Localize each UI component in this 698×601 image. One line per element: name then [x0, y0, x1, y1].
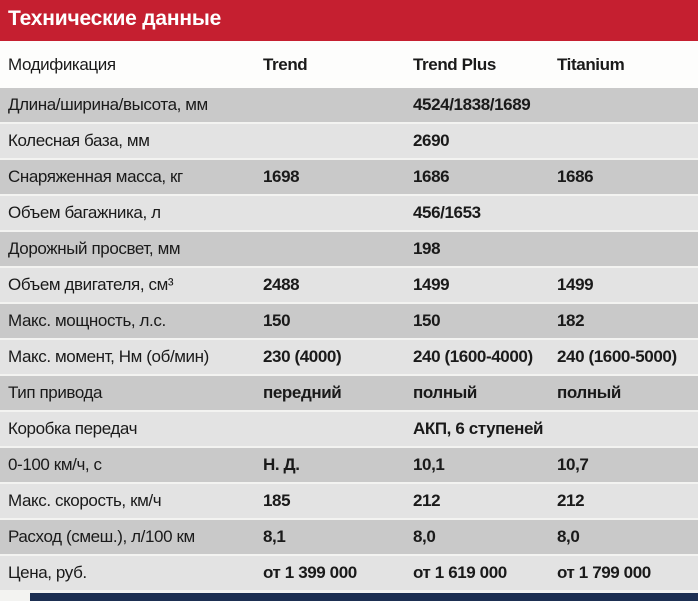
cell-titanium: 212 [557, 491, 585, 510]
table-row: Тип привода передний полный полный [0, 376, 698, 410]
cell-trend: 1698 [263, 167, 300, 186]
table-row: Макс. скорость, км/ч 185 212 212 [0, 484, 698, 518]
cell-trend-plus: 1686 [413, 167, 450, 186]
table-row: Дорожный просвет, мм 198 [0, 232, 698, 266]
cell-trend: 8,1 [263, 527, 286, 546]
row-label: Тип привода [8, 383, 103, 402]
table-row: Объем багажника, л 456/1653 [0, 196, 698, 230]
cell-titanium: 240 (1600-5000) [557, 347, 677, 366]
row-label: Макс. скорость, км/ч [8, 491, 162, 510]
cell-trend-plus: 10,1 [413, 455, 445, 474]
cell-trend: 185 [263, 491, 291, 510]
column-header-trend: Trend [263, 54, 308, 74]
cell-trend: передний [263, 383, 342, 402]
column-header-titanium: Titanium [557, 54, 625, 74]
table-row: Коробка передач АКП, 6 ступеней [0, 412, 698, 446]
column-header-modification: Модификация [8, 54, 116, 74]
table-row: Снаряженная масса, кг 1698 1686 1686 [0, 160, 698, 194]
cell-trend: 2488 [263, 275, 300, 294]
table-row: Длина/ширина/высота, мм 4524/1838/1689 [0, 88, 698, 122]
row-label: Макс. момент, Нм (об/мин) [8, 347, 209, 366]
row-label: Макс. мощность, л.с. [8, 311, 166, 330]
cell-trend-plus: 4524/1838/1689 [413, 95, 531, 114]
cell-trend: Н. Д. [263, 455, 300, 474]
cell-titanium: 182 [557, 311, 585, 330]
cell-trend-plus: 212 [413, 491, 441, 510]
cell-trend-plus: 2690 [413, 131, 450, 150]
cell-trend-plus: АКП, 6 ступеней [413, 419, 544, 438]
row-label: Длина/ширина/высота, мм [8, 95, 208, 114]
page-title: Технические данные [8, 7, 222, 30]
row-label: Дорожный просвет, мм [8, 239, 181, 258]
cell-titanium: 1686 [557, 167, 594, 186]
cell-trend-plus: от 1 619 000 [413, 563, 507, 582]
cell-trend: 230 (4000) [263, 347, 342, 366]
table-body: Длина/ширина/высота, мм 4524/1838/1689 К… [0, 88, 698, 592]
row-label: 0-100 км/ч, с [8, 455, 102, 474]
cell-titanium: от 1 799 000 [557, 563, 651, 582]
column-header-trend-plus: Trend Plus [413, 54, 496, 74]
section-header-bar: Технические данные [0, 0, 698, 41]
cell-trend: 150 [263, 311, 291, 330]
table-row: Колесная база, мм 2690 [0, 124, 698, 158]
cell-trend-plus: 456/1653 [413, 203, 481, 222]
cell-trend-plus: 240 (1600-4000) [413, 347, 533, 366]
cell-trend-plus: 8,0 [413, 527, 436, 546]
cell-trend: от 1 399 000 [263, 563, 357, 582]
row-label: Объем двигателя, см³ [8, 275, 174, 294]
cell-trend-plus: 1499 [413, 275, 450, 294]
table-row: Расход (смеш.), л/100 км 8,1 8,0 8,0 [0, 520, 698, 554]
cell-titanium: 10,7 [557, 455, 589, 474]
row-label: Объем багажника, л [8, 203, 161, 222]
cell-titanium: 1499 [557, 275, 594, 294]
cell-trend-plus: 198 [413, 239, 441, 258]
cropped-next-section-bar [30, 593, 698, 601]
table-row: Макс. мощность, л.с. 150 150 182 [0, 304, 698, 338]
cell-trend-plus: 150 [413, 311, 441, 330]
table-row: Цена, руб. от 1 399 000 от 1 619 000 от … [0, 556, 698, 590]
row-label: Снаряженная масса, кг [8, 167, 183, 186]
table-row: Объем двигателя, см³ 2488 1499 1499 [0, 268, 698, 302]
table-header-row: Модификация Trend Trend Plus Titanium [0, 41, 698, 88]
cell-trend-plus: полный [413, 383, 477, 402]
row-label: Коробка передач [8, 419, 138, 438]
row-label: Расход (смеш.), л/100 км [8, 527, 195, 546]
cell-titanium: полный [557, 383, 621, 402]
table-row: Макс. момент, Нм (об/мин) 230 (4000) 240… [0, 340, 698, 374]
row-label: Цена, руб. [8, 563, 87, 582]
cell-titanium: 8,0 [557, 527, 580, 546]
row-label: Колесная база, мм [8, 131, 150, 150]
table-row: 0-100 км/ч, с Н. Д. 10,1 10,7 [0, 448, 698, 482]
